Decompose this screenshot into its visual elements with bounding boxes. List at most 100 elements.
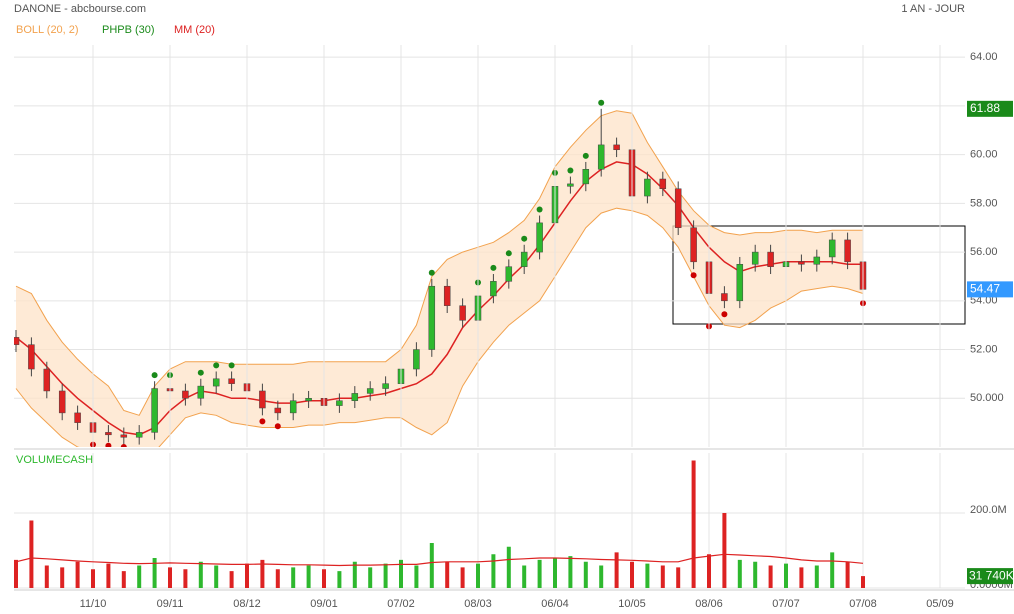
volume-bar bbox=[768, 565, 773, 588]
candle-body bbox=[736, 264, 744, 302]
volume-bar bbox=[460, 567, 465, 588]
volume-bar bbox=[599, 565, 604, 588]
candle-body bbox=[120, 434, 128, 438]
candle-body bbox=[274, 407, 282, 414]
phpb-high bbox=[213, 362, 220, 369]
candle-body bbox=[366, 388, 374, 394]
candle-body bbox=[659, 178, 667, 189]
volume-bar bbox=[183, 569, 188, 588]
volume-bar bbox=[106, 563, 111, 588]
volume-bar bbox=[491, 554, 496, 588]
candle-body bbox=[690, 227, 697, 263]
y-tick-label: 58.00 bbox=[970, 197, 998, 209]
phpb-high bbox=[505, 250, 512, 257]
volume-bar bbox=[830, 552, 835, 588]
volume-bar bbox=[429, 543, 434, 588]
phpb-high bbox=[567, 167, 574, 174]
phpb-high bbox=[490, 264, 497, 271]
candle-body bbox=[721, 293, 728, 302]
candle-body bbox=[182, 390, 189, 399]
candle-body bbox=[798, 261, 805, 265]
volume-bar bbox=[14, 559, 18, 588]
chart-title: DANONE - abcbourse.com bbox=[14, 3, 146, 15]
candle-body bbox=[428, 285, 436, 350]
phpb-high bbox=[228, 362, 235, 369]
candle-body bbox=[644, 178, 651, 197]
period: 1 AN - JOUR bbox=[901, 3, 965, 15]
volume-bar bbox=[322, 569, 326, 588]
volume-bar bbox=[214, 565, 219, 588]
candle-body bbox=[813, 256, 821, 265]
bollinger-upper bbox=[15, 110, 863, 416]
volume-bar bbox=[476, 563, 480, 588]
phpb-low bbox=[120, 444, 127, 447]
volume-bar bbox=[799, 567, 804, 588]
volume-bar bbox=[691, 460, 696, 588]
phpb-high bbox=[582, 152, 589, 159]
candle-body bbox=[58, 390, 66, 414]
candle-body bbox=[135, 432, 143, 438]
candle-body bbox=[289, 400, 297, 414]
volume-bar bbox=[137, 565, 142, 588]
price-flag bbox=[967, 281, 1013, 298]
phpb-low bbox=[274, 423, 281, 430]
phpb-low bbox=[259, 418, 266, 425]
x-tick-label: 07/08 bbox=[849, 598, 877, 610]
candle-body bbox=[613, 144, 620, 151]
x-tick-label: 09/01 bbox=[310, 598, 338, 610]
x-tick-label: 07/07 bbox=[772, 598, 800, 610]
candle-body bbox=[828, 239, 836, 258]
phpb-high bbox=[536, 206, 543, 213]
price-plot bbox=[14, 56, 965, 447]
phpb-high bbox=[598, 99, 605, 106]
x-tick-label: 11/10 bbox=[80, 598, 107, 610]
volume-bar bbox=[676, 567, 681, 588]
volume-bar bbox=[722, 513, 727, 588]
y-tick-label: 64.00 bbox=[970, 51, 998, 63]
volume-bar bbox=[506, 546, 511, 588]
legend-mm: MM (20) bbox=[174, 24, 215, 36]
volume-bar bbox=[814, 565, 819, 588]
volume-bar bbox=[337, 571, 342, 588]
volume-bar bbox=[522, 565, 527, 588]
candle-body bbox=[151, 388, 158, 433]
candle-body bbox=[844, 239, 851, 263]
candle-body bbox=[28, 344, 35, 370]
volume-bar bbox=[229, 571, 234, 588]
candle-body bbox=[674, 188, 682, 228]
candle-body bbox=[259, 390, 266, 409]
phpb-low bbox=[105, 442, 112, 447]
candle-body bbox=[305, 398, 312, 401]
volume-bar bbox=[614, 552, 619, 588]
volume-bar bbox=[121, 571, 126, 588]
candle-body bbox=[751, 251, 759, 265]
price-flag-label: 61.88 bbox=[970, 101, 1000, 115]
volume-bar bbox=[445, 561, 450, 588]
volume-bar bbox=[660, 565, 665, 588]
volume-bar bbox=[29, 520, 34, 588]
volume-bar bbox=[537, 559, 542, 588]
candle-body bbox=[382, 383, 389, 389]
candle-body bbox=[582, 169, 590, 185]
volume-flag bbox=[967, 568, 1013, 585]
candle-body bbox=[351, 393, 359, 401]
candle-body bbox=[767, 251, 774, 267]
volume-bar bbox=[168, 567, 172, 588]
volume-bar bbox=[352, 561, 357, 588]
candle-body bbox=[536, 222, 543, 253]
phpb-high bbox=[197, 369, 204, 376]
volume-bar bbox=[306, 565, 311, 588]
candle-body bbox=[505, 266, 513, 282]
volume-bar bbox=[75, 561, 80, 588]
volume-flag-label: 31 740K bbox=[969, 568, 1014, 582]
candle-body bbox=[43, 368, 51, 392]
phpb-high bbox=[428, 269, 435, 276]
bollinger-fill bbox=[16, 110, 863, 447]
volume-bar bbox=[553, 558, 557, 588]
volume-bar bbox=[568, 556, 573, 588]
candle-body bbox=[413, 349, 420, 370]
y-tick-label: 52.00 bbox=[970, 343, 998, 355]
price-flag-label: 54.47 bbox=[970, 282, 1000, 296]
candle-body bbox=[197, 385, 205, 399]
